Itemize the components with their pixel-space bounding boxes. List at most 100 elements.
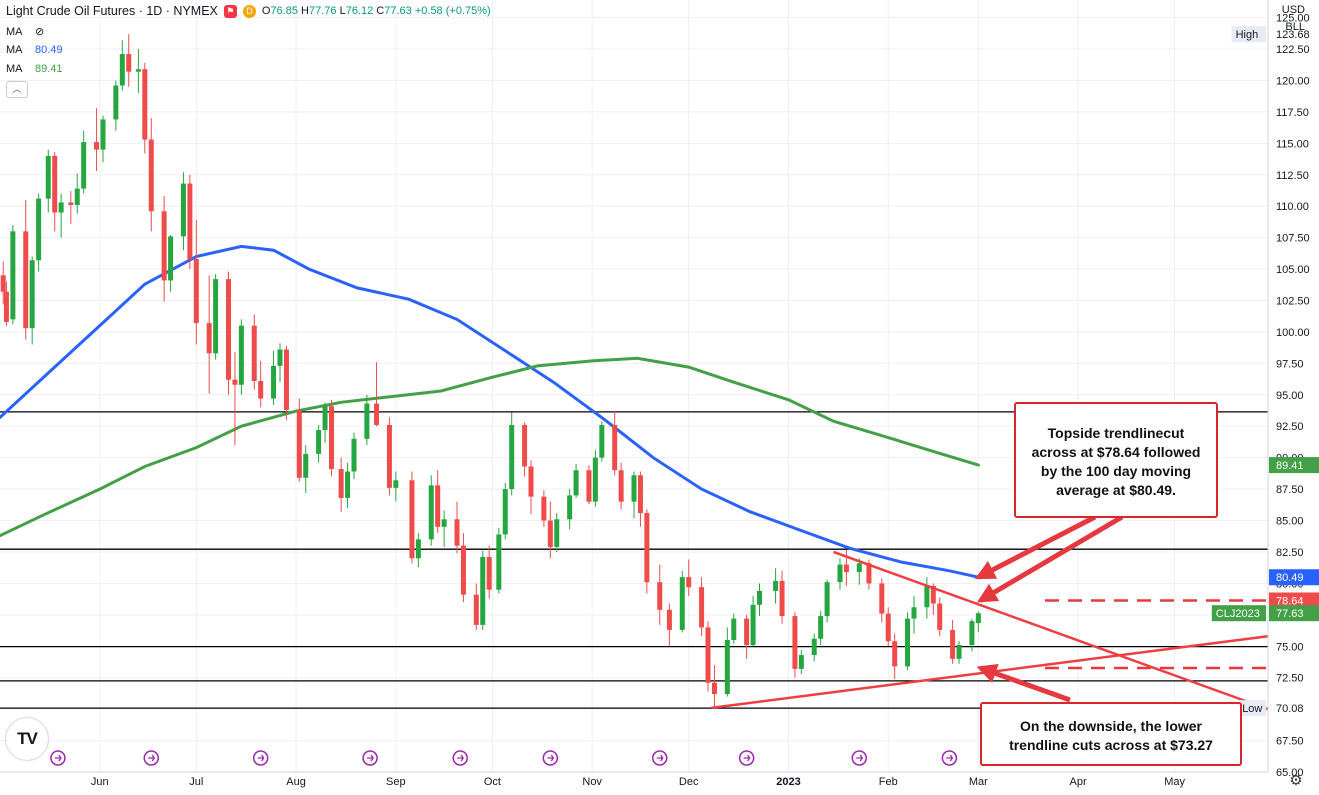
d-badge-icon[interactable]: D [242, 4, 256, 18]
symbol-title[interactable]: Light Crude Oil Futures · 1D · NYMEX [6, 4, 218, 18]
time-tick-label: Nov [582, 776, 602, 788]
candle-body [599, 424, 605, 458]
flag-icon[interactable]: ⚑ [223, 4, 237, 18]
candle-body [502, 489, 508, 535]
price-tag-caption: CLJ2023 [1216, 608, 1260, 620]
candle-body [892, 641, 898, 667]
ma-value: 89.41 [34, 63, 63, 75]
event-marker-arrow [547, 754, 555, 762]
event-marker-arrow [457, 754, 464, 762]
gear-icon[interactable]: ⚙ [1289, 772, 1303, 789]
ma-label: MA [6, 63, 22, 75]
annotation-lower-text: On the downside, the lower trendline cut… [1009, 718, 1213, 753]
chart-header: Light Crude Oil Futures · 1D · NYMEX ⚑ D… [6, 4, 491, 18]
candle-body [206, 323, 212, 354]
candle-body [905, 618, 911, 667]
candle-body [100, 119, 106, 150]
price-tick-label: 82.50 [1276, 547, 1304, 559]
candle-body [364, 403, 370, 439]
candle-body [345, 471, 351, 498]
candle-body [950, 629, 956, 659]
price-tag-value: 78.64 [1276, 596, 1304, 608]
candle-body [975, 613, 981, 624]
event-marker-arrow [856, 754, 864, 762]
candle-body [724, 639, 730, 695]
candle-body [322, 406, 328, 431]
price-tag-caption-box [1238, 700, 1266, 717]
candle-body [657, 582, 663, 610]
candle-body [686, 577, 692, 588]
ohlc-values: O76.85 H77.76 L76.12 C77.63 +0.58 (+0.75… [261, 5, 491, 17]
price-tick-label: 67.50 [1276, 736, 1304, 748]
ma-indicator-1[interactable]: MA ⊘ [6, 25, 44, 38]
candle-body [316, 430, 322, 454]
candle-body [837, 564, 843, 583]
currency-label[interactable]: USD [1281, 4, 1305, 16]
collapse-indicators-button[interactable]: ︿ [6, 81, 28, 98]
price-tick-label: 125.00 [1276, 13, 1310, 25]
candle-body [386, 424, 392, 488]
price-tick-label: 115.00 [1276, 138, 1309, 150]
candle-body [113, 85, 119, 120]
candle-body [618, 470, 624, 502]
candle-body [792, 616, 798, 669]
ma-indicator-3[interactable]: MA 89.41 [6, 63, 63, 75]
event-marker-arrow [367, 754, 374, 762]
ma-label: MA [6, 44, 22, 56]
candle-body [271, 365, 277, 399]
candle-body [586, 470, 592, 502]
price-axis[interactable]: 125.00 122.50 120.00 117.50 115.00 112.50 110.… [1267, 0, 1319, 795]
candle-body [496, 534, 502, 590]
candle-body [573, 470, 579, 496]
ma-label: MA [6, 26, 22, 38]
candle-body [303, 453, 309, 478]
price-tick-label: 102.50 [1276, 296, 1310, 308]
candle-body [168, 236, 174, 281]
candle-body [45, 155, 51, 199]
price-tag-value: 89.41 [1276, 460, 1304, 472]
candle-body [10, 231, 16, 320]
ma-indicator-2[interactable]: MA 80.49 [6, 44, 63, 56]
candle-body [161, 211, 167, 281]
tradingview-logo[interactable]: TV [6, 718, 48, 760]
candle-body [811, 638, 817, 656]
candle-body [277, 349, 283, 366]
price-tag-caption: High [1236, 29, 1259, 41]
candle-body [930, 585, 936, 604]
candle-body [148, 139, 154, 212]
candle-body [126, 54, 132, 72]
candle-body [798, 655, 804, 669]
price-tag-value: 80.49 [1276, 572, 1304, 584]
candle-body [592, 457, 598, 502]
annotation-lower: On the downside, the lower trendline cut… [980, 702, 1242, 766]
price-tag-box [1269, 26, 1319, 43]
eye-hidden-icon[interactable]: ⊘ [34, 26, 45, 38]
event-marker-arrow [54, 754, 62, 762]
candle-body [866, 563, 872, 584]
candle-body [522, 424, 528, 467]
candle-body [460, 545, 466, 595]
ma-value: 80.49 [34, 44, 63, 56]
unit-label[interactable]: BLL [1285, 21, 1305, 33]
candle-body [374, 403, 380, 425]
candle-body [486, 556, 492, 590]
price-tick-label: 105.00 [1276, 264, 1310, 276]
event-marker-arrow [257, 754, 265, 762]
price-tick-label: 107.50 [1276, 233, 1310, 245]
candle-body [969, 621, 975, 646]
price-axis-background [1268, 0, 1319, 795]
event-marker-arrow [743, 754, 751, 762]
annotation-upper-text: Topside trendlinecut across at $78.64 fo… [1031, 425, 1201, 498]
price-tag-box [1269, 457, 1319, 474]
price-tag-box [1269, 700, 1319, 717]
candle-body [232, 379, 238, 385]
price-tick-label: 100.00 [1276, 327, 1310, 339]
price-tag-caption-box [1231, 26, 1266, 43]
candle-body [119, 54, 125, 86]
candle-body [509, 424, 515, 490]
annotation-arrow [974, 514, 1097, 580]
candle-body [441, 519, 447, 527]
candle-body [757, 590, 763, 605]
time-axis[interactable]: Jun Jul Aug Sep Oct Nov Dec 2023 Feb Mar Apr May [0, 750, 1268, 795]
